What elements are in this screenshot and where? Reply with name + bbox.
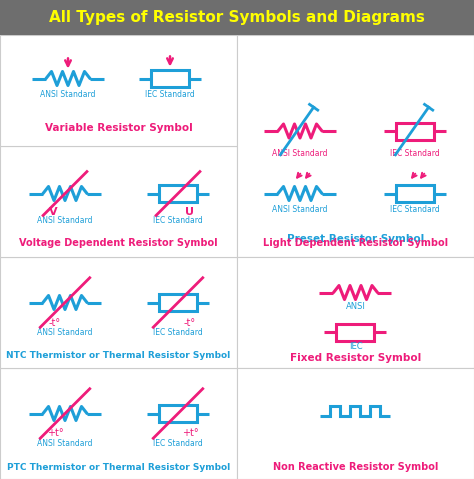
Text: U: U: [185, 206, 194, 217]
Text: Light Dependent Resistor Symbol: Light Dependent Resistor Symbol: [263, 238, 448, 248]
Text: IEC Standard: IEC Standard: [153, 328, 203, 337]
Bar: [151, 70, 189, 87]
Bar: [159, 294, 197, 311]
Bar: [159, 405, 197, 422]
Text: IEC Standard: IEC Standard: [153, 216, 203, 225]
Text: +t°: +t°: [46, 429, 64, 438]
Bar: [396, 123, 434, 139]
Text: +t°: +t°: [182, 429, 198, 438]
Text: IEC Standard: IEC Standard: [153, 439, 203, 448]
Text: All Types of Resistor Symbols and Diagrams: All Types of Resistor Symbols and Diagra…: [49, 10, 425, 25]
Text: -t°: -t°: [184, 318, 196, 328]
Text: ANSI Standard: ANSI Standard: [40, 90, 96, 99]
Text: IEC Standard: IEC Standard: [145, 90, 195, 99]
Bar: [237, 257, 474, 368]
Bar: [0, 146, 237, 257]
Text: -t°: -t°: [49, 318, 61, 328]
Text: V: V: [49, 206, 57, 217]
Text: Fixed Resistor Symbol: Fixed Resistor Symbol: [290, 353, 421, 363]
Bar: [237, 35, 474, 257]
Bar: [0, 368, 237, 479]
Bar: [396, 185, 434, 202]
Bar: [159, 185, 197, 202]
Text: ANSI Standard: ANSI Standard: [37, 439, 93, 448]
Text: NTC Thermistor or Thermal Resistor Symbol: NTC Thermistor or Thermal Resistor Symbo…: [6, 352, 231, 361]
Bar: [0, 35, 237, 146]
Text: Variable Resistor Symbol: Variable Resistor Symbol: [45, 123, 192, 133]
Text: IEC: IEC: [349, 342, 362, 351]
Bar: [0, 257, 237, 368]
Text: IEC Standard: IEC Standard: [390, 205, 440, 214]
Bar: [237, 368, 474, 479]
Bar: [337, 324, 374, 341]
Text: IEC Standard: IEC Standard: [390, 148, 440, 158]
Text: Preset Resistor Symbol: Preset Resistor Symbol: [287, 234, 424, 244]
Text: ANSI Standard: ANSI Standard: [37, 216, 93, 225]
Text: ANSI Standard: ANSI Standard: [37, 328, 93, 337]
Text: ANSI: ANSI: [346, 302, 365, 311]
Bar: [0, 0, 474, 35]
Text: ANSI Standard: ANSI Standard: [272, 148, 328, 158]
Text: Non Reactive Resistor Symbol: Non Reactive Resistor Symbol: [273, 462, 438, 472]
Text: ANSI Standard: ANSI Standard: [272, 205, 328, 214]
Text: Voltage Dependent Resistor Symbol: Voltage Dependent Resistor Symbol: [19, 238, 218, 248]
Text: PTC Thermistor or Thermal Resistor Symbol: PTC Thermistor or Thermal Resistor Symbo…: [7, 463, 230, 471]
